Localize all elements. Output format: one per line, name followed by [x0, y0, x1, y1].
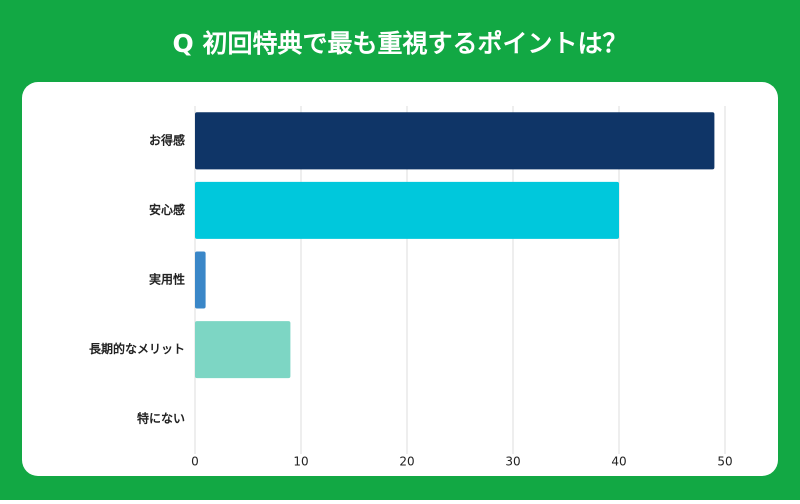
bar: [195, 181, 619, 239]
x-tick-label: 20: [399, 455, 414, 469]
x-tick-label: 30: [505, 455, 520, 469]
x-tick-label: 10: [293, 455, 308, 469]
bar: [195, 112, 715, 170]
bar: [195, 251, 206, 309]
x-tick-label: 0: [191, 455, 199, 469]
y-tick-label: 特にない: [137, 411, 185, 426]
x-tick-label: 50: [717, 455, 732, 469]
y-tick-label: 長期的なメリット: [89, 341, 185, 356]
bar: [195, 321, 291, 379]
x-tick-label: 40: [611, 455, 626, 469]
y-tick-label: 実用性: [149, 272, 185, 287]
y-tick-label: お得感: [149, 132, 185, 147]
chart-title: Q 初回特典で最も重視するポイントは？: [173, 29, 628, 58]
y-tick-label: 安心感: [149, 202, 185, 217]
